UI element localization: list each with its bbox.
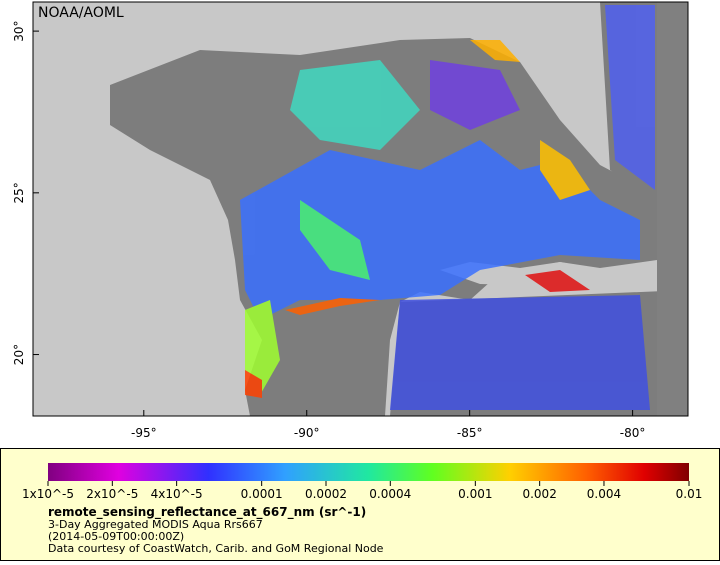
map-frame [32,1,689,417]
colorbar-tick-label: 0.01 [676,487,703,501]
x-tick-label: -90° [294,426,320,440]
x-tick-label: -95° [131,426,157,440]
colorbar-tick-label: 2x10^-5 [86,487,138,501]
y-tick-label: 30° [12,20,26,41]
x-tick-label: -85° [457,426,483,440]
colorbar-tick-label: 0.004 [587,487,621,501]
colorbar-tick-label: 1x10^-5 [22,487,74,501]
map [33,2,688,416]
colorbar [48,463,689,481]
y-tick-label: 20° [12,344,26,365]
x-tick-label: -80° [620,426,646,440]
credit: NOAA/AOML [38,5,124,21]
y-tick-label: 25° [12,182,26,203]
colorbar-tick-label: 0.0004 [369,487,411,501]
no-data [657,2,688,416]
legend-line: 3-Day Aggregated MODIS Aqua Rrs667 [48,518,263,531]
legend-line: (2014-05-09T00:00:00Z) [48,530,184,543]
data-field [240,5,655,410]
colorbar-tick-label: 0.002 [522,487,556,501]
colorbar-tick-label: 4x10^-5 [151,487,203,501]
colorbar-tick-label: 0.001 [458,487,492,501]
legend-variable: remote_sensing_reflectance_at_667_nm (sr… [48,505,366,520]
colorbar-tick-label: 0.0001 [241,487,283,501]
colorbar-tick-label: 0.0002 [305,487,347,501]
legend-line: Data courtesy of CoastWatch, Carib. and … [48,542,384,555]
